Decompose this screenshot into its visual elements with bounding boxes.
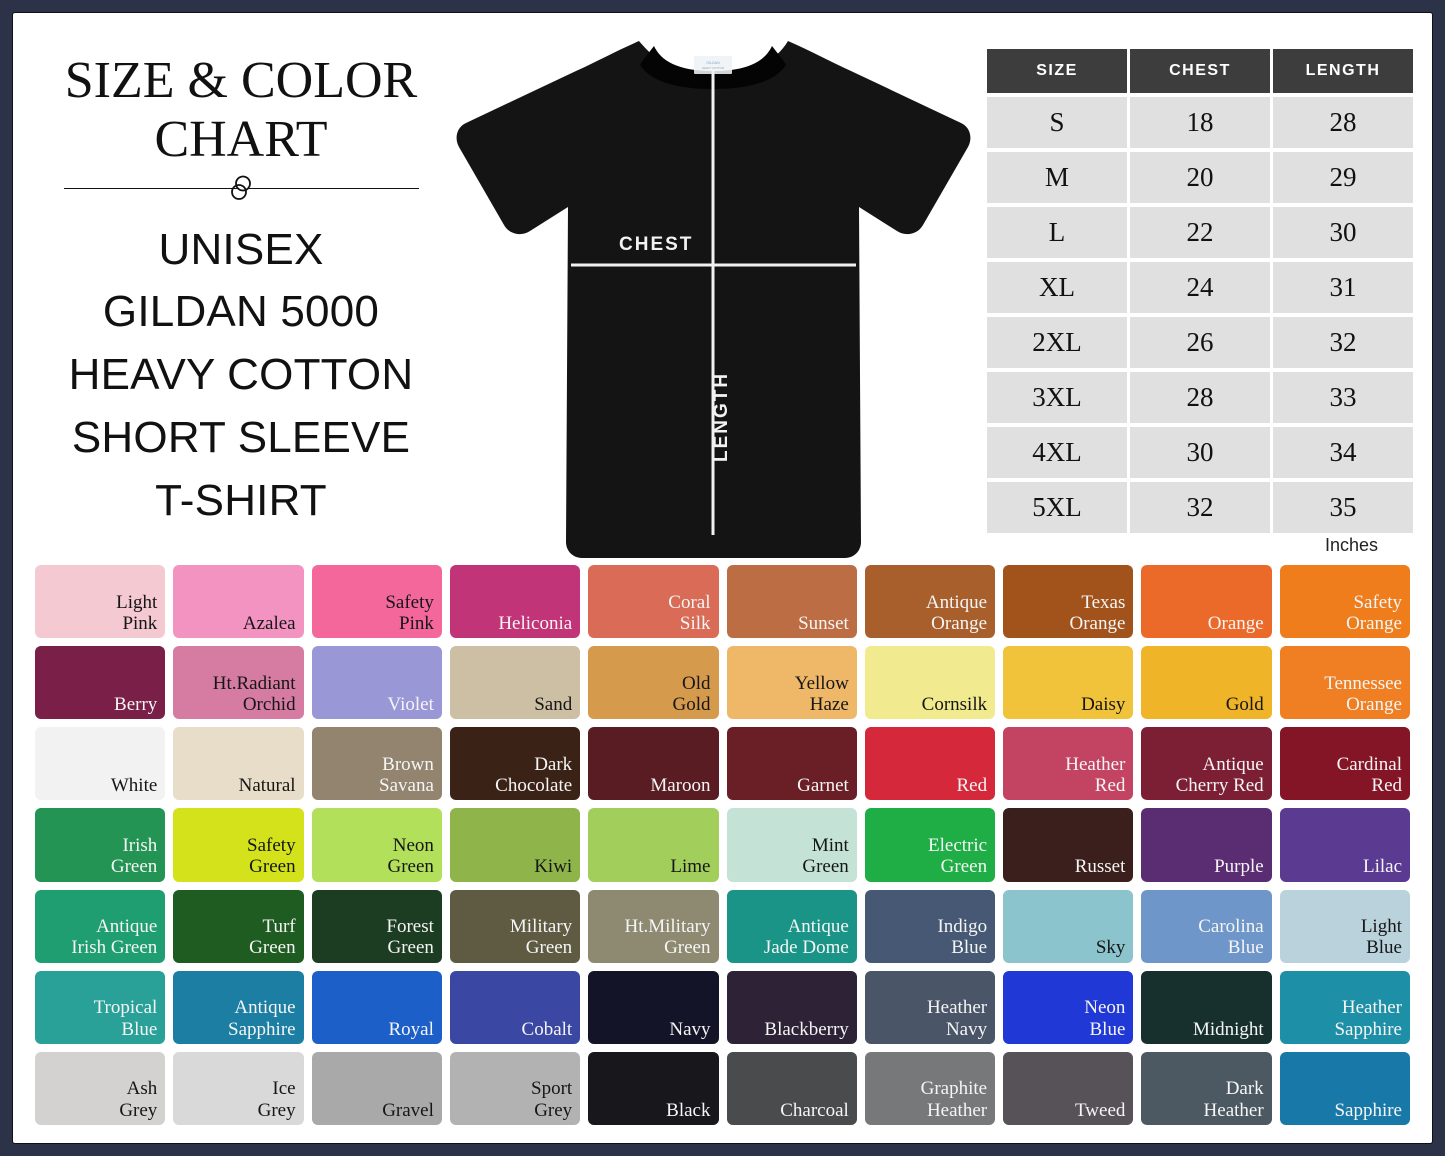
svg-text:GILDAN: GILDAN — [706, 61, 720, 65]
svg-text:HEAVY COTTON: HEAVY COTTON — [702, 66, 724, 70]
svg-text:CHEST: CHEST — [619, 234, 693, 255]
svg-text:LENGTH: LENGTH — [711, 372, 732, 462]
